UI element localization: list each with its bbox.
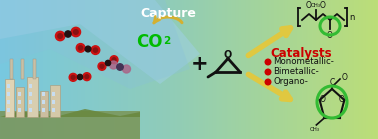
Circle shape	[83, 73, 91, 81]
Circle shape	[77, 74, 83, 80]
Circle shape	[74, 30, 78, 34]
Circle shape	[93, 48, 98, 52]
Bar	[7, 108, 10, 112]
Text: O: O	[224, 49, 232, 59]
Text: Monometallic-: Monometallic-	[273, 58, 334, 66]
Bar	[29, 84, 32, 88]
Bar	[52, 108, 55, 112]
Text: CH₃: CH₃	[311, 3, 321, 8]
Circle shape	[105, 60, 111, 66]
Text: CH₃: CH₃	[309, 127, 319, 132]
Circle shape	[76, 44, 85, 52]
Circle shape	[98, 62, 106, 70]
Bar	[42, 100, 45, 104]
Text: n: n	[349, 13, 355, 22]
Bar	[27, 77, 38, 117]
Text: Capture: Capture	[140, 7, 196, 19]
Bar	[5, 79, 14, 117]
Circle shape	[91, 46, 100, 54]
Bar	[7, 84, 10, 88]
Bar	[7, 100, 10, 104]
Text: O: O	[320, 2, 326, 11]
Bar	[10, 59, 12, 79]
Text: Organo-: Organo-	[273, 78, 308, 86]
Bar	[29, 92, 32, 96]
Circle shape	[265, 59, 271, 65]
Circle shape	[56, 31, 65, 41]
Circle shape	[58, 34, 62, 38]
Polygon shape	[0, 111, 140, 139]
Bar	[21, 59, 23, 79]
Text: O: O	[306, 2, 312, 11]
Circle shape	[117, 64, 123, 70]
Text: CO: CO	[136, 33, 163, 51]
Bar	[7, 92, 10, 96]
Polygon shape	[0, 109, 140, 117]
Circle shape	[65, 31, 71, 37]
Circle shape	[110, 61, 118, 69]
Circle shape	[69, 73, 77, 81]
Text: Catalysts: Catalysts	[270, 47, 332, 59]
Circle shape	[85, 75, 89, 79]
Bar	[29, 100, 32, 104]
Text: O: O	[320, 95, 325, 104]
Polygon shape	[0, 0, 190, 89]
Text: C: C	[329, 78, 335, 87]
Circle shape	[110, 56, 118, 64]
Text: O: O	[338, 95, 344, 104]
Bar	[18, 92, 21, 96]
Text: O: O	[327, 31, 333, 40]
Circle shape	[265, 79, 271, 85]
Text: Bimetallic-: Bimetallic-	[273, 68, 319, 76]
Bar	[18, 100, 21, 104]
Text: O: O	[342, 74, 348, 83]
Bar	[40, 91, 48, 117]
Polygon shape	[0, 0, 200, 84]
Bar	[42, 92, 45, 96]
Bar	[18, 108, 21, 112]
Circle shape	[71, 75, 75, 79]
Circle shape	[79, 46, 83, 50]
Bar	[52, 92, 55, 96]
Circle shape	[122, 65, 130, 73]
Circle shape	[71, 27, 81, 37]
Text: 2: 2	[163, 35, 170, 45]
Circle shape	[112, 58, 116, 62]
Circle shape	[85, 46, 91, 52]
Bar	[50, 85, 60, 117]
Bar	[42, 108, 45, 112]
Circle shape	[265, 69, 271, 75]
Text: +: +	[191, 54, 209, 74]
Bar	[16, 87, 24, 117]
Bar	[33, 59, 36, 79]
Circle shape	[100, 64, 104, 68]
Bar	[52, 100, 55, 104]
Bar	[29, 108, 32, 112]
